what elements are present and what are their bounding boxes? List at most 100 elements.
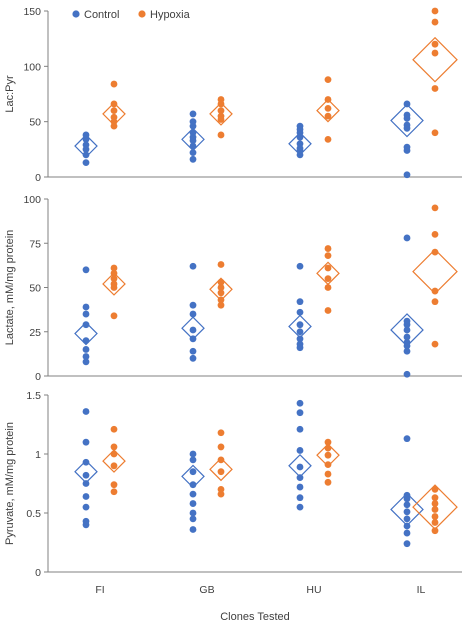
data-point (296, 308, 304, 316)
data-point (217, 107, 225, 114)
series-hypoxia (102, 7, 458, 143)
data-point (82, 438, 90, 446)
data-point (296, 321, 304, 329)
data-point (189, 354, 197, 362)
y-tick-label: 0 (35, 172, 41, 184)
data-point (324, 275, 332, 283)
y-tick-label: 150 (23, 6, 41, 18)
data-point (189, 310, 197, 318)
data-point (82, 303, 90, 311)
y-tick-label: 0.5 (26, 508, 41, 520)
data-point (324, 104, 332, 112)
data-point (403, 234, 411, 242)
data-point (189, 149, 197, 157)
data-point (110, 264, 118, 272)
data-point (217, 456, 225, 464)
data-point (82, 521, 90, 529)
data-point (82, 266, 90, 274)
data-point (403, 529, 411, 537)
mean-diamond (316, 98, 340, 123)
data-point (189, 301, 197, 309)
data-point (110, 107, 118, 114)
data-point (403, 522, 411, 530)
mean-diamond (102, 449, 126, 473)
data-point (324, 112, 332, 120)
data-point (296, 494, 304, 502)
data-point (431, 231, 439, 238)
data-point (217, 116, 225, 123)
data-point (110, 425, 118, 433)
data-point (189, 456, 197, 464)
data-point (431, 340, 439, 348)
data-point (189, 122, 197, 130)
data-point (110, 312, 118, 320)
data-point (82, 346, 90, 353)
data-point (324, 284, 332, 291)
mean-diamond (209, 102, 233, 126)
data-point (324, 135, 332, 143)
data-point (324, 478, 332, 486)
data-point (403, 370, 411, 378)
data-point (189, 450, 197, 458)
data-point (217, 296, 225, 304)
data-point (431, 129, 439, 137)
data-point (324, 451, 332, 459)
data-point (217, 443, 225, 451)
data-point (431, 18, 439, 26)
data-point (189, 526, 197, 533)
data-point (403, 333, 411, 341)
data-point (296, 409, 304, 417)
y-tick-label: 0 (35, 371, 41, 383)
data-point (296, 151, 304, 159)
data-point (82, 337, 90, 344)
data-point (403, 508, 411, 516)
chart-panel-2: 0 25 50 75 100 Lactate, mM/mg protein (4, 194, 462, 383)
data-point (82, 159, 90, 167)
data-point (403, 435, 411, 443)
data-point (82, 358, 90, 366)
data-point (189, 509, 197, 517)
data-point (324, 470, 332, 478)
data-point (217, 486, 225, 493)
data-point (217, 131, 225, 139)
data-point (324, 96, 332, 103)
data-point (110, 443, 118, 451)
chart-panel-1: 0 50 100 150 Lac:Pyr (4, 6, 462, 184)
mean-diamond (412, 36, 458, 83)
data-point (431, 40, 439, 48)
data-point (217, 278, 225, 286)
data-point (431, 85, 439, 92)
data-point (110, 450, 118, 458)
data-point (431, 506, 439, 513)
data-point (403, 326, 411, 334)
mean-diamond (209, 457, 233, 482)
data-point (324, 264, 332, 272)
data-point (189, 262, 197, 270)
control-legend-marker-icon (72, 10, 80, 18)
data-point (296, 503, 304, 511)
data-point (296, 344, 304, 352)
y-tick-label: 75 (29, 238, 41, 250)
data-point (110, 284, 118, 291)
data-point (324, 307, 332, 314)
data-point (296, 328, 304, 336)
legend-label-hypoxia: Hypoxia (150, 9, 191, 21)
data-point (403, 100, 411, 108)
data-point (324, 252, 332, 260)
data-point (82, 458, 90, 466)
mean-diamond (412, 248, 458, 295)
data-point (189, 142, 197, 150)
data-point (189, 515, 197, 523)
data-point (189, 326, 197, 334)
data-point (82, 503, 90, 511)
y-axis-title: Lac:Pyr (4, 75, 16, 113)
y-tick-label: 1.5 (26, 390, 41, 402)
y-tick-label: 50 (29, 283, 41, 295)
data-point (82, 151, 90, 159)
data-point (217, 261, 225, 268)
data-point (431, 204, 439, 212)
data-point (296, 262, 304, 270)
hypoxia-legend-marker-icon (138, 10, 146, 18)
mean-diamond (74, 321, 98, 346)
